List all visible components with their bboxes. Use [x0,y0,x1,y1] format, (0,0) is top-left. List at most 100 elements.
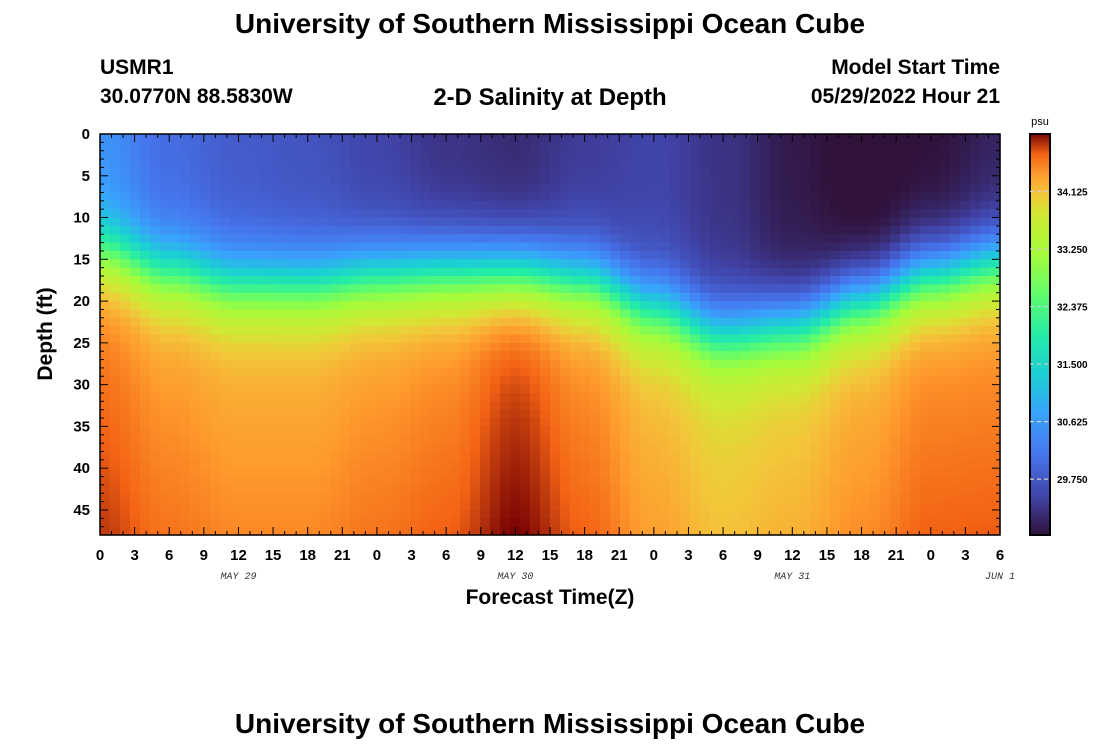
heatmap-cell [780,250,791,260]
heatmap-cell [810,250,821,260]
heatmap-cell [660,284,671,294]
heatmap-cell [770,217,781,227]
heatmap-cell [860,443,871,453]
heatmap-cell [130,284,141,294]
heatmap-cell [610,509,621,519]
heatmap-cell [710,501,721,511]
x-tick-label: 21 [611,547,628,564]
heatmap-cell [360,150,371,160]
heatmap-cell [450,434,461,444]
heatmap-cell [570,284,581,294]
heatmap-cell [550,267,561,277]
heatmap-cell [840,267,851,277]
heatmap-cell [100,159,111,169]
heatmap-cell [580,184,591,194]
heatmap-cell [730,209,741,219]
heatmap-cell [850,334,861,344]
heatmap-cell [410,342,421,352]
heatmap-cell [260,376,271,386]
heatmap-cell [100,142,111,152]
heatmap-cell [850,217,861,227]
heatmap-cell [620,359,631,369]
heatmap-cell [350,192,361,202]
heatmap-cell [420,426,431,436]
heatmap-cell [310,175,321,185]
heatmap-cell [650,451,661,461]
heatmap-cell [280,367,291,377]
heatmap-cell [780,434,791,444]
heatmap-cell [720,509,731,519]
heatmap-cell [510,493,521,503]
heatmap-cell [780,367,791,377]
heatmap-cell [420,518,431,528]
x-tick-label: 6 [996,547,1004,564]
heatmap-cell [160,468,171,478]
heatmap-cell [830,284,841,294]
heatmap-cell [860,401,871,411]
heatmap-cell [870,225,881,235]
heatmap-cell [590,367,601,377]
heatmap-cell [690,476,701,486]
heatmap-cell [970,267,981,277]
heatmap-cell [580,167,591,177]
heatmap-cell [940,509,951,519]
heatmap-cell [280,451,291,461]
heatmap-cell [890,276,901,285]
heatmap-cell [550,418,561,427]
heatmap-cell [500,359,511,369]
heatmap-cell [150,342,161,352]
heatmap-cell [200,250,211,260]
heatmap-cell [130,234,141,244]
heatmap-cell [580,376,591,386]
heatmap-cell [870,242,881,252]
heatmap-cell [970,175,981,185]
heatmap-cell [230,326,241,336]
heatmap-cell [870,509,881,519]
heatmap-cell [510,434,521,444]
heatmap-cell [800,175,811,185]
x-tick-label: 18 [299,547,316,564]
heatmap-cell [260,192,271,202]
heatmap-cell [410,493,421,503]
heatmap-cell [150,217,161,227]
heatmap-cell [510,501,521,511]
heatmap-cell [450,326,461,336]
heatmap-cell [410,276,421,285]
heatmap-cell [920,225,931,235]
heatmap-cell [230,418,241,427]
heatmap-cell [650,418,661,427]
heatmap-cell [540,418,551,427]
heatmap-cell [310,242,321,252]
heatmap-cell [870,476,881,486]
heatmap-cell [970,326,981,336]
heatmap-cell [530,434,541,444]
heatmap-cell [210,518,221,528]
heatmap-cell [180,259,191,269]
heatmap-cell [770,134,781,143]
heatmap-cell [750,459,761,469]
heatmap-cell [970,359,981,369]
heatmap-cell [530,342,541,352]
heatmap-cell [380,526,391,536]
heatmap-cell [320,401,331,411]
heatmap-cell [440,217,451,227]
heatmap-cell [320,192,331,202]
heatmap-cell [850,209,861,219]
heatmap-cell [230,150,241,160]
heatmap-cell [720,167,731,177]
heatmap-cell [760,493,771,503]
heatmap-cell [960,192,971,202]
heatmap-cell [990,392,1001,402]
heatmap-cell [680,493,691,503]
heatmap-cell [870,259,881,269]
heatmap-cell [510,184,521,194]
heatmap-cell [880,392,891,402]
heatmap-cell [370,250,381,260]
heatmap-cell [720,426,731,436]
heatmap-cell [200,184,211,194]
heatmap-cell [290,259,301,269]
heatmap-cell [570,493,581,503]
heatmap-cell [660,276,671,285]
heatmap-cell [210,367,221,377]
heatmap-cell [910,225,921,235]
